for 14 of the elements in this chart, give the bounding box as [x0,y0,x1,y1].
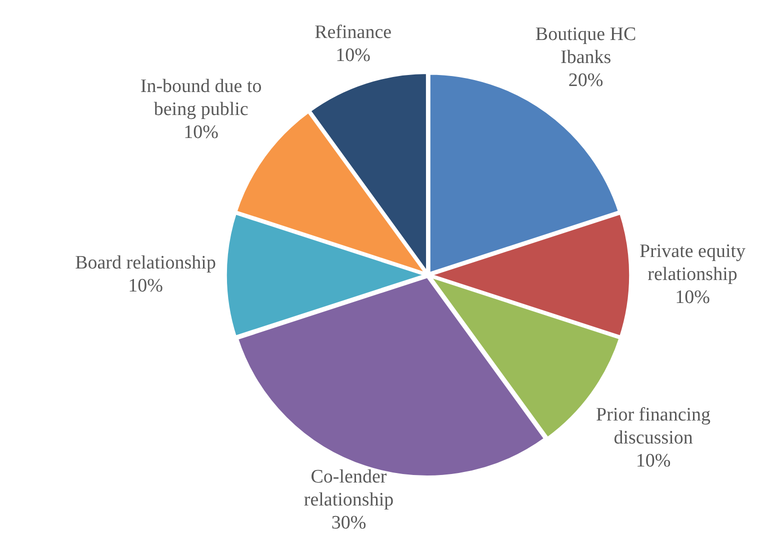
slice-label: Private equity relationship [639,240,746,285]
data-label: 20% [568,70,604,91]
data-label: 10% [675,286,710,308]
data-label: 10% [184,122,219,144]
data-label: 10% [636,450,671,472]
data-label: 10% [128,275,164,296]
slice-label: Prior financing discussion [596,404,712,449]
slice-label: Co-lender relationship [304,466,394,510]
slice-label: Boutique HC Ibanks [535,24,636,68]
slice-label: Refinance [314,22,392,43]
slice-label: In-bound due to being public [140,76,262,120]
data-label: 30% [331,512,366,534]
data-label: 10% [336,44,371,66]
slice-label: Board relationship [75,252,216,274]
